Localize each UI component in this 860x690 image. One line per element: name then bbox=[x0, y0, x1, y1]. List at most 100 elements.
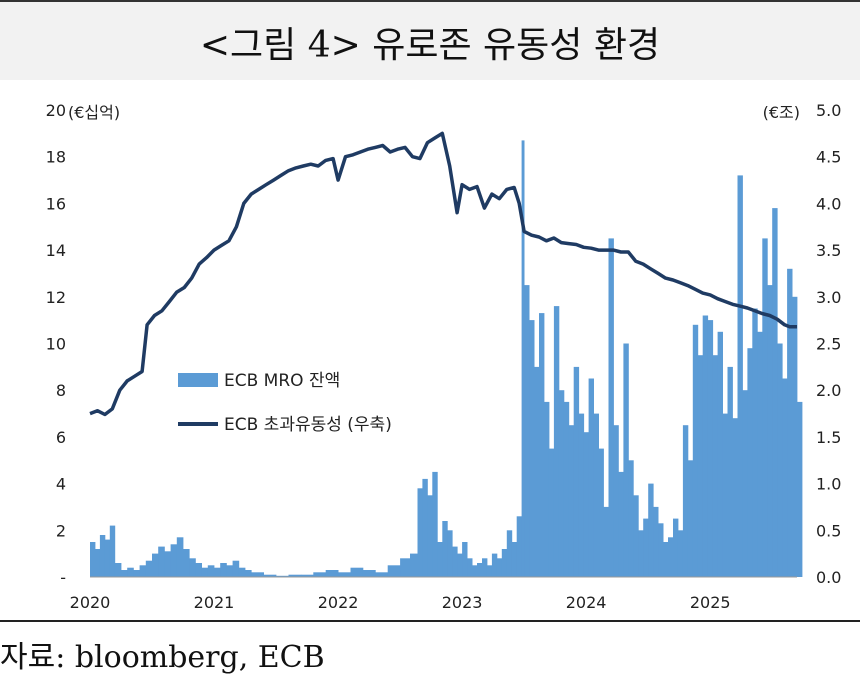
mro-bar bbox=[139, 565, 147, 577]
mro-bar bbox=[663, 542, 669, 577]
mro-bar bbox=[496, 558, 503, 577]
mro-bar bbox=[245, 570, 252, 577]
right-axis-unit: (€조) bbox=[763, 103, 800, 122]
mro-bar bbox=[276, 575, 289, 577]
mro-bar bbox=[220, 563, 227, 577]
right-axis-tick-label: 1.5 bbox=[816, 428, 841, 447]
mro-bar bbox=[400, 558, 411, 577]
axes-group: - 2 4 6 8 10 12 14 16 18 20 0.0 0.5 1.0 1.5 2.0 2.5 3.0 3.… bbox=[46, 101, 842, 612]
mro-bar bbox=[121, 570, 128, 577]
mro-bar bbox=[457, 553, 463, 577]
mro-bar bbox=[568, 425, 575, 577]
right-axis-tick-label: 4.0 bbox=[816, 194, 841, 213]
mro-bar bbox=[727, 366, 733, 577]
mro-bar bbox=[648, 483, 654, 577]
mro-bar bbox=[350, 567, 364, 577]
mro-bar bbox=[482, 558, 488, 577]
mro-bar bbox=[702, 315, 709, 577]
mro-bar bbox=[511, 542, 518, 577]
mro-bar bbox=[288, 574, 302, 577]
mro-bar bbox=[114, 563, 122, 577]
source-note: 자료: bloomberg, ECB bbox=[0, 640, 325, 675]
mro-bar bbox=[95, 549, 101, 577]
mro-bar bbox=[462, 542, 468, 577]
right-axis-tick-label: 2.0 bbox=[816, 381, 841, 400]
mro-bar bbox=[99, 535, 106, 577]
mro-bar bbox=[501, 549, 508, 577]
mro-bar bbox=[707, 320, 714, 577]
chart: - 2 4 6 8 10 12 14 16 18 20 0.0 0.5 1.0 1.5 2.0 2.5 3.0 3.… bbox=[46, 101, 842, 612]
mro-bar bbox=[782, 378, 788, 577]
mro-bar bbox=[170, 544, 178, 577]
left-axis-tick-label: 16 bbox=[46, 194, 66, 213]
mro-bar bbox=[214, 567, 221, 577]
right-axis-tick-label: 4.5 bbox=[816, 148, 841, 167]
chart-title: <그림 4> 유로존 유동성 환경 bbox=[199, 25, 661, 66]
mro-bar bbox=[207, 565, 215, 577]
left-axis-tick-label: 8 bbox=[56, 381, 66, 400]
mro-bar bbox=[183, 549, 190, 577]
mro-bar bbox=[613, 425, 619, 577]
mro-bar bbox=[491, 553, 498, 577]
mro-bar bbox=[712, 355, 719, 577]
mro-bar bbox=[422, 478, 428, 577]
mro-bar bbox=[787, 268, 793, 577]
x-axis-tick-label: 2025 bbox=[690, 593, 731, 612]
mro-bar bbox=[539, 313, 545, 577]
mro-bar bbox=[608, 238, 614, 577]
right-axis-tick-label: 1.0 bbox=[816, 475, 841, 494]
mro-bar bbox=[772, 208, 778, 577]
mro-bar bbox=[658, 523, 664, 577]
x-axis-tick-label: 2022 bbox=[318, 593, 359, 612]
mro-bar bbox=[447, 530, 453, 577]
mro-bar bbox=[682, 425, 689, 577]
mro-bar bbox=[472, 565, 478, 577]
mro-bar bbox=[544, 401, 550, 577]
mro-bar bbox=[417, 488, 423, 577]
mro-bar bbox=[338, 572, 351, 577]
legend-label-excess-liquidity: ECB 초과유동성 (우축) bbox=[224, 415, 392, 435]
legend-swatch-mro bbox=[178, 373, 218, 387]
mro-bar bbox=[164, 551, 171, 577]
mro-bar bbox=[410, 553, 418, 577]
title-band: <그림 4> 유로존 유동성 환경 bbox=[0, 0, 860, 80]
mro-bar bbox=[558, 390, 565, 577]
mro-bar bbox=[757, 331, 763, 577]
mro-bar bbox=[762, 238, 768, 577]
mro-bar bbox=[593, 413, 599, 577]
mro-bar bbox=[633, 495, 639, 577]
mro-bar bbox=[697, 355, 704, 577]
bottom-rule bbox=[0, 620, 860, 622]
mro-bar bbox=[653, 506, 659, 577]
mro-bar bbox=[152, 553, 159, 577]
mro-bar bbox=[442, 521, 448, 577]
mro-bar bbox=[313, 572, 327, 577]
mro-bar bbox=[263, 574, 277, 577]
mro-bars-group bbox=[90, 140, 803, 578]
mro-bar bbox=[325, 570, 339, 577]
left-axis-tick-label: 14 bbox=[46, 241, 66, 260]
legend-label-mro: ECB MRO 잔액 bbox=[224, 371, 340, 391]
mro-bar bbox=[687, 460, 694, 578]
mro-bar bbox=[362, 570, 376, 577]
right-axis-tick-label: 0.5 bbox=[816, 521, 841, 540]
mro-bar bbox=[792, 296, 798, 577]
mro-bar bbox=[109, 525, 116, 577]
left-axis-unit: (€십억) bbox=[68, 103, 120, 122]
mro-bar bbox=[521, 140, 525, 577]
mro-bar bbox=[598, 448, 604, 577]
mro-bar bbox=[722, 413, 728, 577]
mro-bar bbox=[752, 308, 758, 577]
mro-bar bbox=[238, 567, 246, 577]
mro-bar bbox=[467, 558, 473, 577]
excess-liquidity-line-group bbox=[89, 131, 797, 417]
mro-bar bbox=[638, 530, 644, 577]
mro-bar bbox=[158, 546, 165, 577]
right-axis-tick-label: 2.5 bbox=[816, 335, 841, 354]
x-axis-tick-label: 2023 bbox=[442, 593, 483, 612]
mro-bar bbox=[176, 537, 184, 577]
mro-bar bbox=[90, 542, 96, 577]
mro-bar bbox=[127, 567, 134, 577]
mro-bar bbox=[437, 542, 443, 577]
mro-bar bbox=[668, 537, 674, 577]
